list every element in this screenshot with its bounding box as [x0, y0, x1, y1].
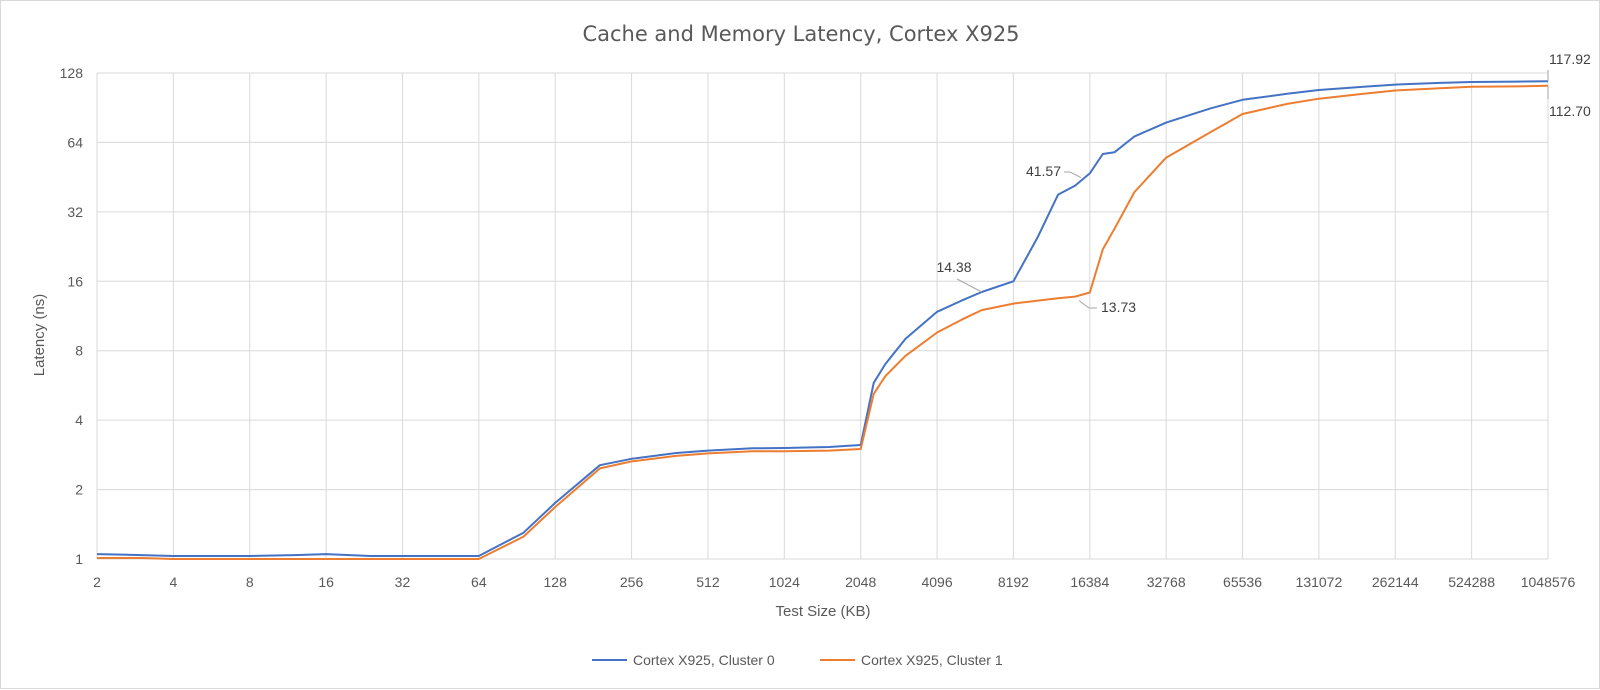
- x-tick-label: 16: [318, 574, 334, 590]
- x-tick-label: 512: [696, 574, 720, 590]
- chart-title: Cache and Memory Latency, Cortex X925: [582, 22, 1019, 46]
- y-tick-label: 16: [67, 273, 83, 289]
- x-tick-label: 4096: [921, 574, 952, 590]
- x-tick-label: 32768: [1147, 574, 1186, 590]
- y-tick-label: 4: [75, 412, 83, 428]
- x-tick-label: 4: [169, 574, 177, 590]
- x-tick-label: 65536: [1223, 574, 1262, 590]
- y-tick-label: 8: [75, 343, 83, 359]
- series-line-cluster-1: [97, 86, 1548, 559]
- y-tick-label: 1: [75, 551, 83, 567]
- grid: [97, 73, 1548, 559]
- data-labels: 117.92 112.70 41.57 14.38 13.73: [936, 51, 1591, 315]
- data-label: 41.57: [1026, 163, 1061, 179]
- data-label: 112.70: [1549, 103, 1591, 119]
- x-tick-label: 8: [246, 574, 254, 590]
- series-line-cluster-0: [97, 81, 1548, 556]
- x-tick-label: 524288: [1448, 574, 1495, 590]
- x-axis-title: Test Size (KB): [775, 603, 870, 620]
- legend: Cortex X925, Cluster 0 Cortex X925, Clus…: [592, 652, 1003, 668]
- x-tick-label: 32: [395, 574, 411, 590]
- x-tick-label: 256: [620, 574, 644, 590]
- series-lines: [97, 81, 1548, 559]
- x-tick-label: 1024: [769, 574, 800, 590]
- data-label: 13.73: [1101, 299, 1136, 315]
- data-label-leader: [1064, 172, 1081, 178]
- y-tick-label: 128: [60, 65, 84, 81]
- data-label-leader: [1079, 301, 1097, 308]
- x-tick-label: 16384: [1070, 574, 1109, 590]
- legend-label-cluster-1: Cortex X925, Cluster 1: [861, 652, 1003, 668]
- y-tick-label: 32: [67, 204, 83, 220]
- x-tick-label: 131072: [1296, 574, 1343, 590]
- y-tick-label: 64: [67, 134, 83, 150]
- legend-label-cluster-0: Cortex X925, Cluster 0: [633, 652, 775, 668]
- data-label: 14.38: [936, 259, 971, 275]
- x-tick-label: 128: [544, 574, 568, 590]
- y-axis-title: Latency (ns): [31, 294, 48, 377]
- x-tick-label: 2048: [845, 574, 876, 590]
- x-tick-label: 262144: [1372, 574, 1419, 590]
- data-label: 117.92: [1549, 51, 1591, 67]
- x-tick-label: 64: [471, 574, 487, 590]
- x-tick-label: 1048576: [1521, 574, 1576, 590]
- x-tick-label: 2: [93, 574, 101, 590]
- y-tick-label: 2: [75, 482, 83, 498]
- x-tick-label: 8192: [998, 574, 1029, 590]
